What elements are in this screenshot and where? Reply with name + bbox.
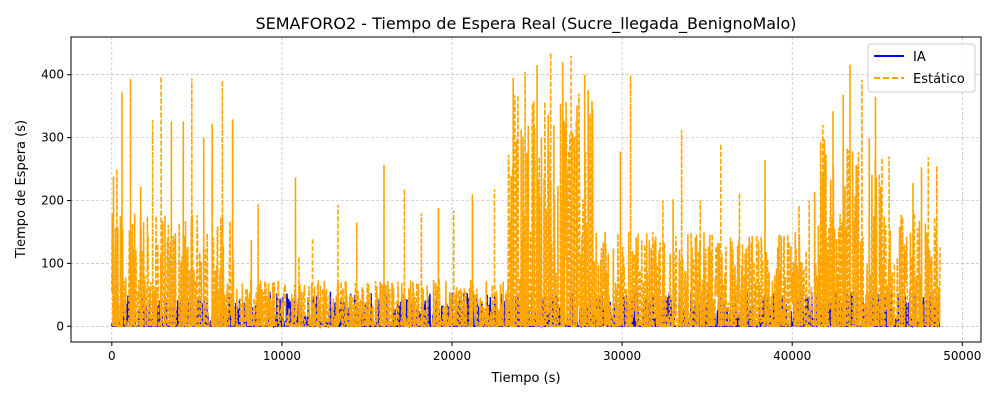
legend-label-ia: IA	[913, 50, 926, 65]
y-tick-label: 100	[41, 256, 64, 270]
series-estatico-path	[111, 52, 941, 330]
plot-frame	[70, 36, 982, 343]
y-axis-label: Tiempo de Espera (s)	[14, 120, 29, 259]
y-tick-label: 300	[41, 131, 64, 145]
chart-title: SEMAFORO2 - Tiempo de Espera Real (Sucre…	[255, 14, 796, 34]
x-axis-label: Tiempo (s)	[490, 371, 560, 386]
legend-label-estatico: Estático	[913, 72, 965, 87]
y-tick-label: 0	[56, 319, 64, 333]
y-tick-label: 400	[41, 68, 64, 82]
legend: IA Estático	[867, 43, 976, 93]
x-tick-label: 50000	[943, 349, 981, 363]
y-tick-label: 200	[41, 194, 64, 208]
x-tick-label: 40000	[773, 349, 811, 363]
x-tick-label: 10000	[263, 349, 301, 363]
x-tick-label: 30000	[603, 349, 641, 363]
axis-ticks: 0 10000 20000 30000 40000 50000 0 100 200 300 400	[41, 68, 981, 363]
x-tick-label: 20000	[433, 349, 471, 363]
series-estatico-line	[111, 52, 941, 330]
x-tick-label: 0	[108, 349, 116, 363]
